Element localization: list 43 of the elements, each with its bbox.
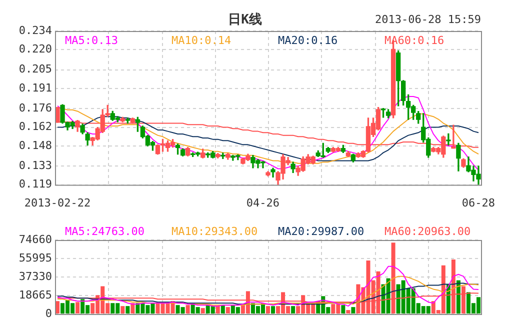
text: MA60:20963.00 (384, 224, 471, 238)
text: MA20:0.16 (278, 34, 338, 47)
bar (186, 305, 190, 314)
text: 2013-06-28 15:59 (375, 12, 481, 26)
y-tick-label: 55995 (18, 251, 52, 264)
bar (120, 306, 125, 314)
text: MA5:0.13 (65, 34, 118, 47)
chart-title: 日K线 (228, 12, 262, 28)
y-tick-label: 0.133 (18, 158, 52, 172)
x-tick-label: 2013-02-22 (24, 196, 91, 210)
bar (200, 308, 205, 314)
y-tick-label: 0.205 (18, 62, 52, 76)
bar (130, 303, 135, 314)
y-tick-label: 0.176 (18, 101, 52, 114)
bar (456, 280, 460, 314)
bar (266, 306, 270, 314)
text: MA60:0.16 (384, 34, 444, 47)
y-tick-label: 0.148 (18, 138, 52, 152)
text: MA20:29987.00 (278, 224, 364, 238)
y-tick-label: 0.191 (18, 81, 52, 94)
y-tick-label: 0.220 (18, 42, 52, 56)
y-tick-label: 0.119 (18, 178, 52, 191)
bar (126, 306, 130, 314)
text: MA10:29343.00 (172, 224, 258, 238)
bar (346, 310, 350, 314)
bar (226, 307, 230, 314)
bar (216, 306, 220, 314)
bar (76, 302, 80, 314)
x-tick-label: 04-26 (246, 196, 280, 210)
y-tick-label: 0 (45, 306, 52, 320)
x-tick-label: 06-28 (462, 196, 496, 210)
bar (291, 306, 296, 314)
bar (271, 306, 276, 314)
y-tick-label: 37330 (18, 270, 52, 283)
y-tick-label: 74660 (18, 232, 52, 246)
text: MA5:24763.00 (65, 224, 144, 238)
y-tick-label: 0.162 (18, 120, 52, 134)
bar (351, 307, 356, 314)
bar (220, 305, 225, 314)
y-tick-label: 18665 (18, 288, 52, 302)
bar (341, 305, 346, 314)
y-tick-label: 0.234 (18, 24, 52, 37)
text: MA10:0.14 (172, 34, 232, 47)
